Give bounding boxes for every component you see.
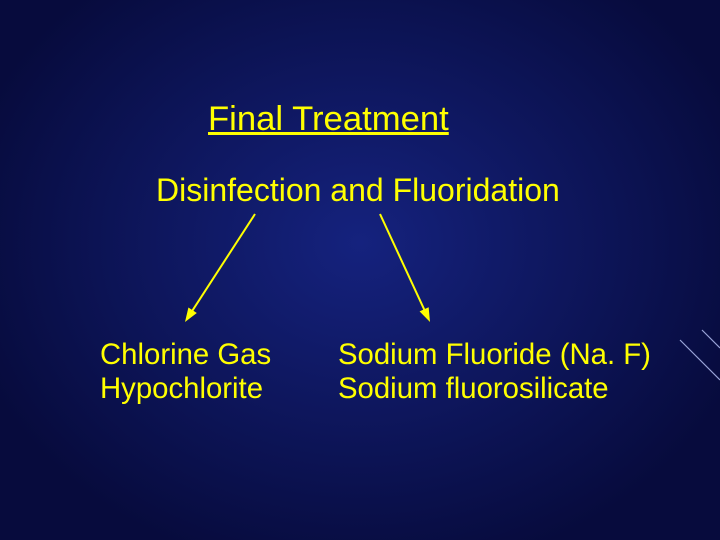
right-branch-line-2: Sodium fluorosilicate (338, 372, 651, 406)
left-branch-block: Chlorine Gas Hypochlorite (100, 338, 271, 405)
right-branch-block: Sodium Fluoride (Na. F) Sodium fluorosil… (338, 338, 651, 405)
left-branch-line-2: Hypochlorite (100, 372, 271, 406)
right-branch-line-1: Sodium Fluoride (Na. F) (338, 338, 651, 372)
slide-subtitle: Disinfection and Fluoridation (156, 172, 560, 209)
slide-title: Final Treatment (208, 100, 449, 139)
slide: Final Treatment Disinfection and Fluorid… (0, 0, 720, 540)
left-branch-line-1: Chlorine Gas (100, 338, 271, 372)
slide-background (0, 0, 720, 540)
